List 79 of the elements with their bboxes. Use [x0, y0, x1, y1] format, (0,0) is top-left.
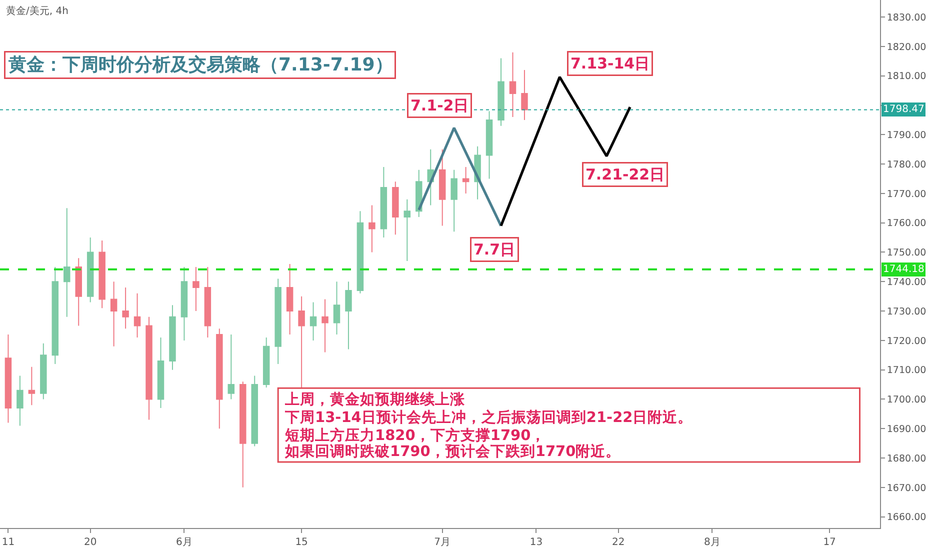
candlestick: [134, 292, 141, 338]
y-tick-label: 1790.00: [886, 130, 926, 141]
candlestick: [16, 375, 24, 426]
candlestick: [40, 342, 47, 400]
candlestick: [228, 334, 235, 400]
candlestick: [4, 334, 12, 424]
candlestick: [462, 166, 470, 194]
y-tick-label: 1720.00: [886, 336, 926, 347]
y-tick-label: 1770.00: [886, 188, 926, 200]
candlestick: [450, 169, 458, 232]
ref-line-label: 1798.47: [883, 104, 924, 115]
candlestick: [98, 240, 106, 309]
x-tick-label: 7月: [434, 537, 451, 548]
annotation: 7.13-14日: [570, 54, 650, 72]
candlestick: [157, 337, 164, 409]
x-tick-label: 11: [2, 537, 15, 548]
candlestick: [28, 366, 36, 406]
candlestick: [486, 110, 493, 180]
candlestick: [380, 166, 388, 238]
candlestick: [251, 375, 258, 447]
candlestick: [204, 266, 212, 338]
y-tick-label: 1670.00: [886, 482, 926, 494]
candlestick: [146, 316, 152, 420]
y-tick-label: 1680.00: [886, 453, 926, 464]
y-tick-label: 1820.00: [886, 42, 926, 53]
y-tick-label: 1780.00: [886, 159, 926, 170]
candlestick: [192, 266, 200, 312]
candlestick: [122, 287, 129, 330]
candlestick: [392, 181, 399, 236]
x-tick-label: 17: [823, 537, 836, 548]
y-tick-label: 1740.00: [886, 276, 926, 288]
x-tick-label: 20: [84, 537, 97, 548]
candlestick: [64, 208, 70, 318]
annotation: 下周13-14日预计会先上冲，之后振荡回调到21-22日附近。: [284, 408, 693, 426]
candlestick: [52, 266, 59, 364]
text: 黄金：下周时价分析及交易策略（7.13-7.19）: [8, 54, 393, 76]
y-tick-label: 1660.00: [886, 512, 926, 524]
x-tick-label: 6月: [176, 537, 192, 548]
candlestick: [216, 328, 223, 430]
y-tick-label: 1760.00: [886, 218, 926, 230]
candlestick: [110, 281, 118, 347]
y-tick-label: 1810.00: [886, 71, 926, 82]
annotation: 短期上方压力1820，下方支撑1790，: [284, 426, 546, 444]
candlestick: [86, 237, 94, 303]
x-tick-label: 22: [612, 537, 625, 548]
candlestick: [333, 281, 340, 336]
annotation: 7.1-2日: [410, 96, 469, 114]
annotation: 7.21-22日: [586, 166, 665, 184]
candlestick: [169, 304, 176, 370]
x-tick-label: 8月: [704, 537, 720, 548]
y-tick-label: 1750.00: [886, 248, 926, 259]
candlestick: [322, 298, 328, 353]
y-tick-label: 1710.00: [886, 365, 926, 376]
candlestick: [404, 198, 411, 262]
candlestick: [438, 148, 446, 226]
candlestick: [368, 204, 376, 253]
y-tick-label: 1730.00: [886, 306, 926, 318]
candlestick: [356, 210, 364, 294]
candlestick: [310, 302, 317, 341]
annotation: 上周，黄金如预期继续上涨: [284, 391, 466, 408]
candlestick: [274, 278, 282, 364]
y-tick-label: 1690.00: [886, 424, 926, 435]
candlestick: [498, 58, 504, 126]
ref-line-label: 1744.18: [883, 264, 924, 275]
candlestick: [509, 52, 516, 118]
candlestick: [521, 69, 528, 120]
annotation: 7.7日: [474, 240, 516, 258]
candlestick: [345, 281, 352, 350]
y-tick-label: 1830.00: [886, 12, 926, 24]
candlestick: [286, 264, 294, 336]
x-tick-label: 15: [295, 537, 308, 548]
candlestick: [180, 266, 188, 341]
candlestick: [262, 337, 270, 388]
text: 黄金/美元, 4h: [6, 5, 68, 17]
x-tick-label: 13: [530, 537, 543, 548]
candlestick: [240, 381, 246, 488]
annotation: 如果回调时跌破1790，预计会下跌到1770附近。: [284, 443, 621, 460]
y-tick-label: 1700.00: [886, 394, 926, 406]
candlestick: [75, 258, 82, 326]
